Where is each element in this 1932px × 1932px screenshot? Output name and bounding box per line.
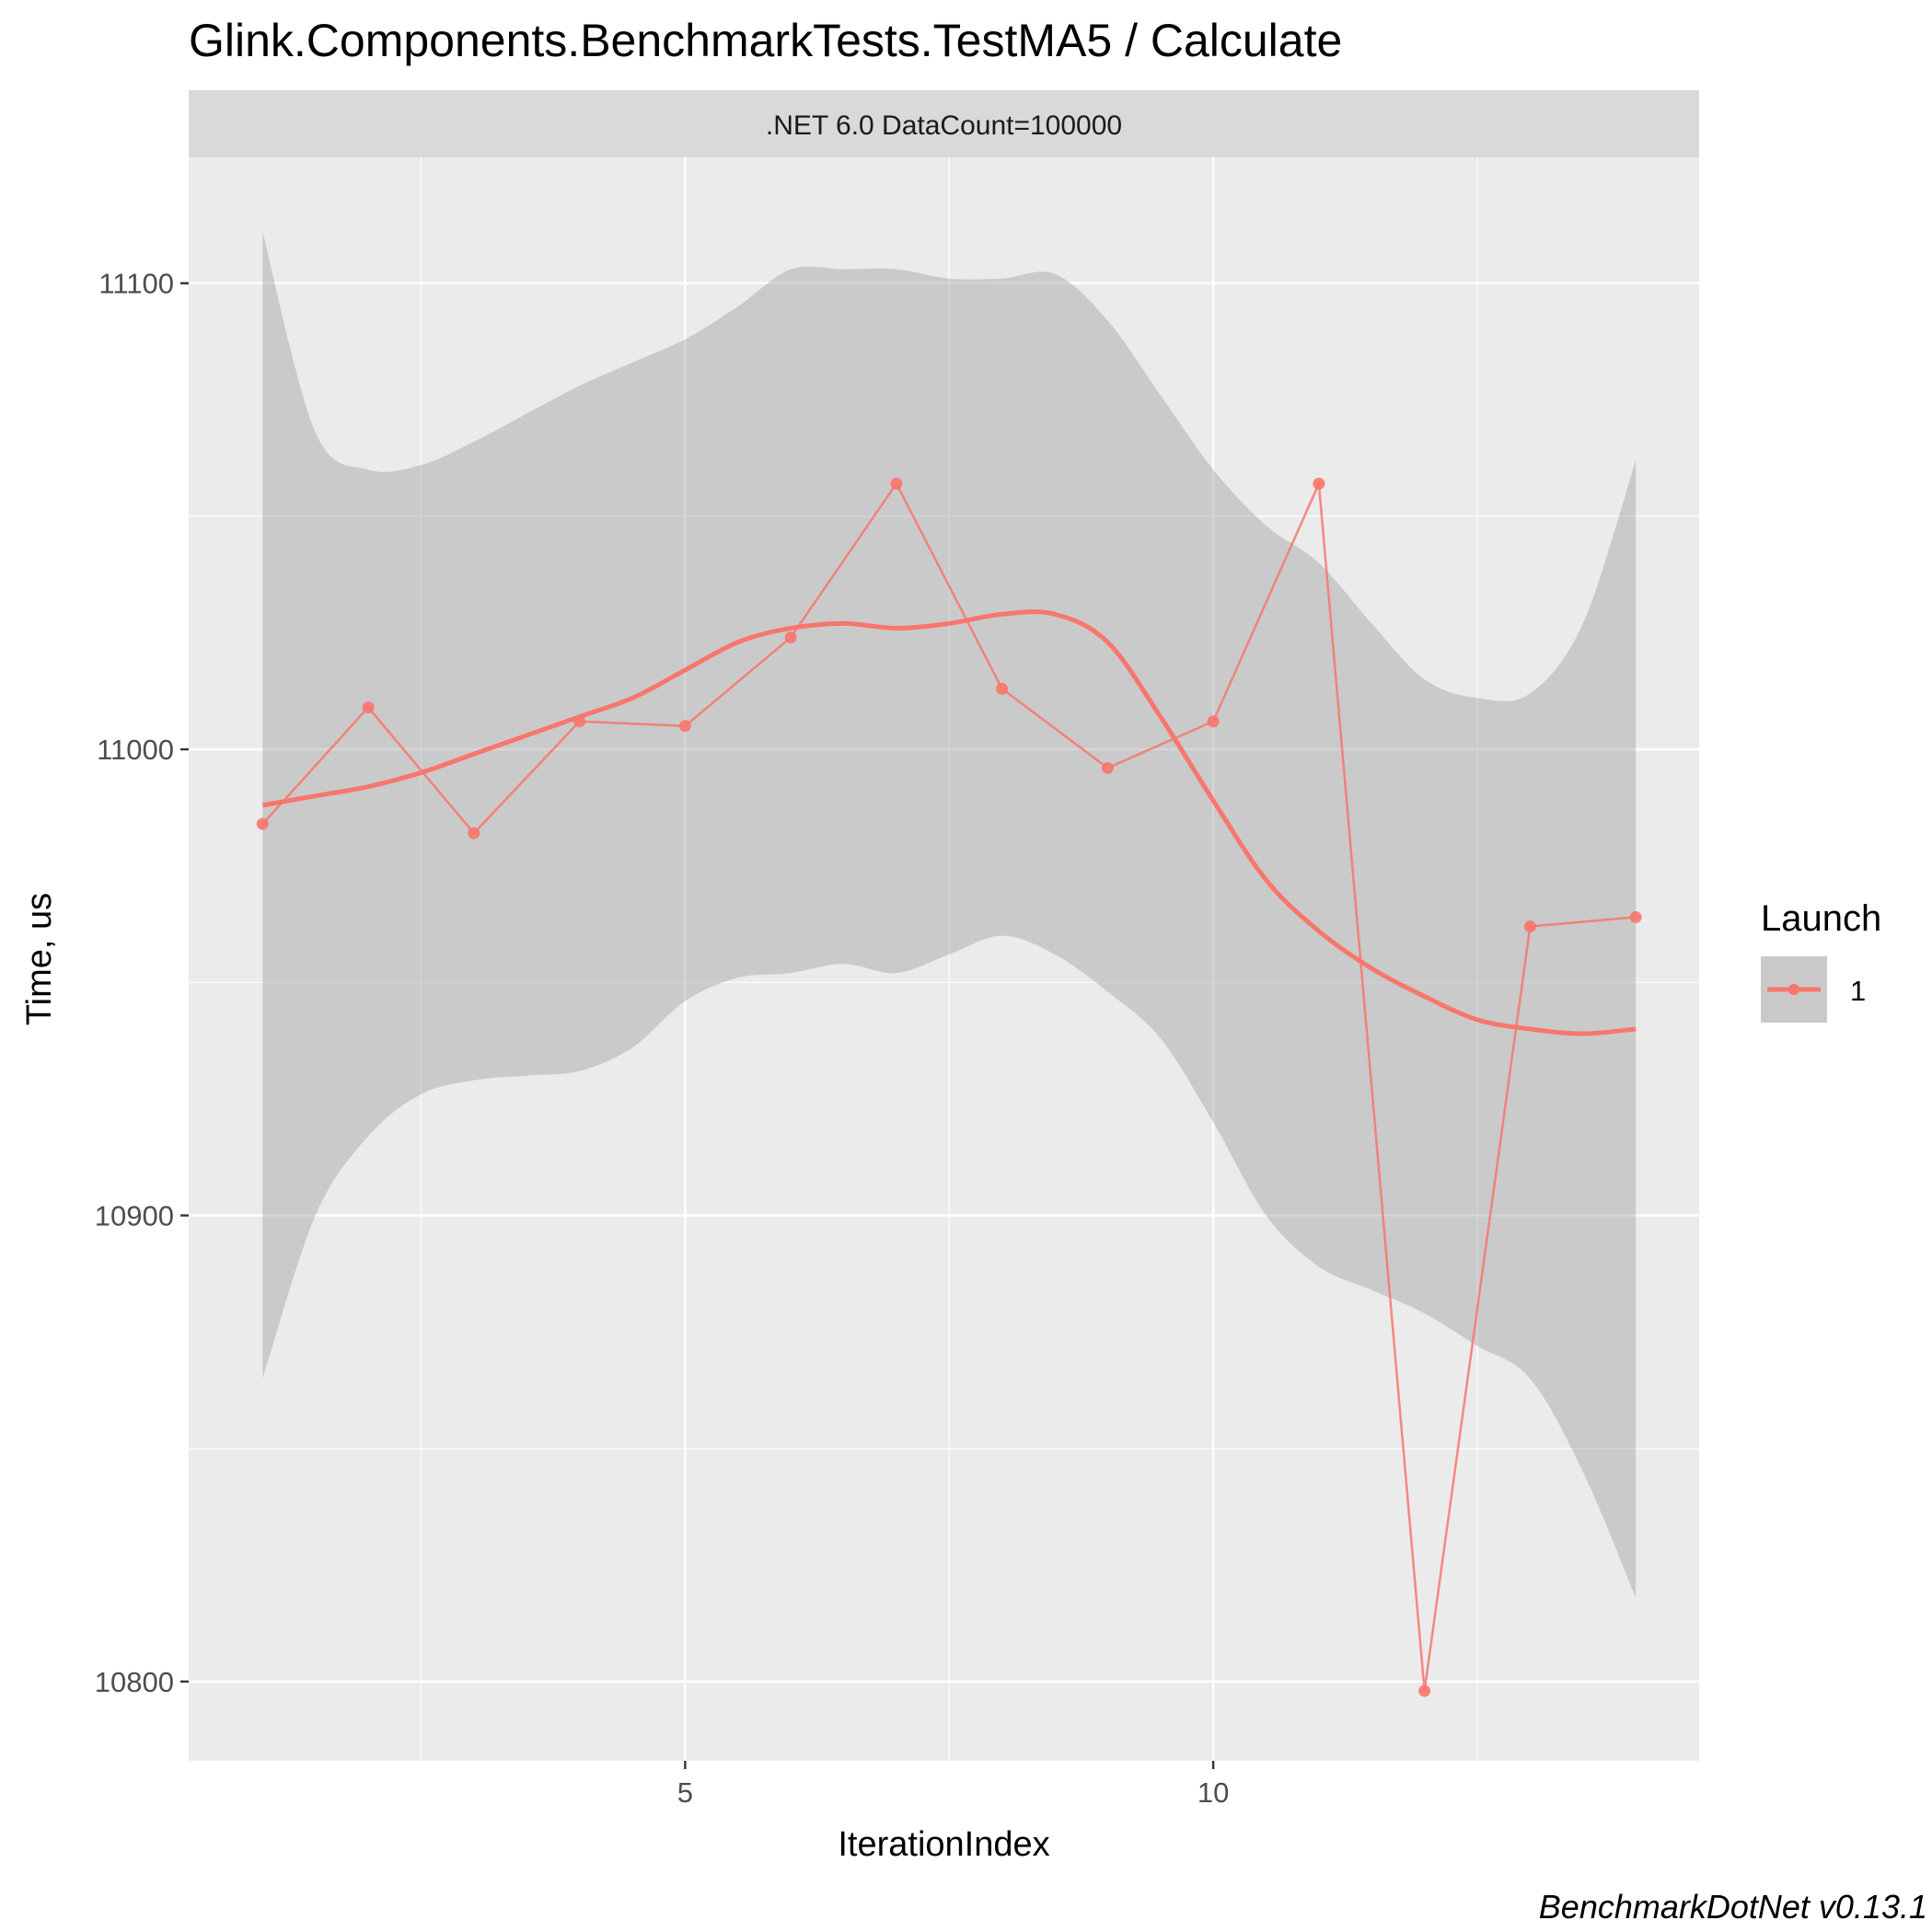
major-gridlines — [189, 157, 1699, 1761]
series-point — [678, 720, 691, 733]
y-tick-label: 10900 — [95, 1200, 174, 1232]
confidence-ribbon-layer — [262, 232, 1637, 1598]
x-axis-title: IterationIndex — [838, 1825, 1049, 1864]
facet-label: .NET 6.0 DataCount=100000 — [766, 110, 1122, 141]
confidence-ribbon — [262, 232, 1637, 1598]
legend: Launch 1 — [1761, 898, 1881, 1023]
series-point — [784, 631, 797, 644]
series-point — [1313, 477, 1325, 490]
y-tick-label: 11000 — [97, 734, 174, 766]
series-point — [573, 715, 586, 728]
legend-title: Launch — [1761, 898, 1881, 939]
smooth-line — [261, 609, 1637, 1036]
y-tick-label: 10800 — [95, 1666, 174, 1698]
series-point — [996, 682, 1009, 695]
series-point — [1101, 761, 1114, 774]
series-point — [1418, 1684, 1431, 1697]
series-points-layer — [256, 477, 1642, 1697]
series-point — [362, 701, 375, 714]
legend-entry-label: 1 — [1850, 975, 1866, 1007]
axis-ticks-layer: 5 10 10800 10900 11000 11100 — [95, 268, 1230, 1809]
series-point — [1629, 910, 1642, 923]
chart-title: Glink.Components.BenchmarkTests.TestMA5 … — [189, 15, 1342, 66]
series-point — [1523, 920, 1536, 933]
minor-gridlines — [189, 157, 1699, 1761]
plot-panel — [189, 157, 1699, 1761]
legend-key-point — [1788, 984, 1799, 995]
facet-strip — [189, 90, 1699, 157]
series-point — [890, 477, 903, 490]
y-axis-title: Time, us — [20, 893, 59, 1025]
smooth-line-layer — [261, 609, 1637, 1036]
series-point — [468, 827, 480, 839]
series-point — [1207, 715, 1220, 728]
caption: BenchmarkDotNet v0.13.1 — [1539, 1888, 1927, 1926]
y-tick-label: 11100 — [98, 268, 174, 300]
x-tick-label: 10 — [1197, 1776, 1229, 1809]
series-line-layer — [261, 479, 1637, 1692]
x-tick-label: 5 — [677, 1776, 693, 1809]
series-line — [261, 479, 1637, 1692]
series-point — [256, 817, 269, 830]
